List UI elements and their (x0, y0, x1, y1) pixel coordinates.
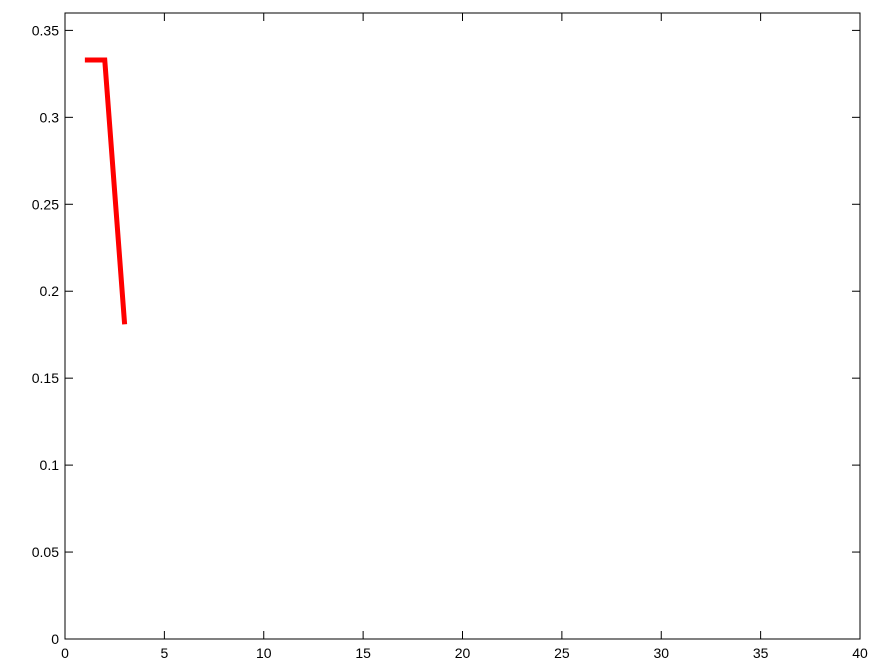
y-tick-label: 0.25 (32, 196, 59, 212)
y-tick-label: 0.2 (40, 283, 60, 299)
y-tick-label: 0.15 (32, 370, 59, 386)
x-tick-label: 15 (355, 645, 371, 661)
x-tick-label: 10 (256, 645, 272, 661)
x-tick-label: 25 (554, 645, 570, 661)
plot-area (65, 13, 860, 639)
y-tick-label: 0 (51, 631, 59, 647)
tick-labels: 0 5 10 15 20 25 30 35 40 0 0.05 0.1 0.15 0.2 0.25 0.3 0.… (32, 22, 868, 661)
x-tick-label: 40 (852, 645, 868, 661)
y-tick-label: 0.05 (32, 544, 59, 560)
x-tick-label: 5 (160, 645, 168, 661)
y-tick-label: 0.35 (32, 22, 59, 38)
y-tick-label: 0.1 (40, 457, 60, 473)
x-tick-label: 30 (653, 645, 669, 661)
y-tick-label: 0.3 (40, 109, 60, 125)
x-tick-label: 20 (455, 645, 471, 661)
series-layer (84, 57, 128, 325)
x-tick-label: 35 (753, 645, 769, 661)
x-tick-label: 0 (61, 645, 69, 661)
axes-box (64, 12, 861, 640)
series-line (84, 57, 128, 325)
